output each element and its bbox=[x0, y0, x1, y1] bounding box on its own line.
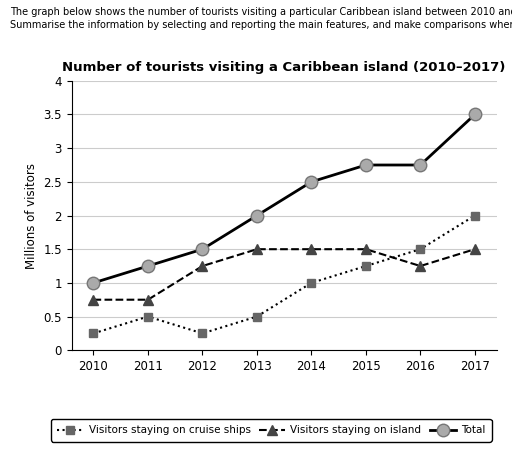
Y-axis label: Millions of visitors: Millions of visitors bbox=[25, 163, 38, 269]
Text: The graph below shows the number of tourists visiting a particular Caribbean isl: The graph below shows the number of tour… bbox=[10, 7, 512, 17]
Text: Summarise the information by selecting and reporting the main features, and make: Summarise the information by selecting a… bbox=[10, 20, 512, 30]
Legend: Visitors staying on cruise ships, Visitors staying on island, Total: Visitors staying on cruise ships, Visito… bbox=[51, 419, 492, 441]
Title: Number of tourists visiting a Caribbean island (2010–2017): Number of tourists visiting a Caribbean … bbox=[62, 61, 506, 74]
